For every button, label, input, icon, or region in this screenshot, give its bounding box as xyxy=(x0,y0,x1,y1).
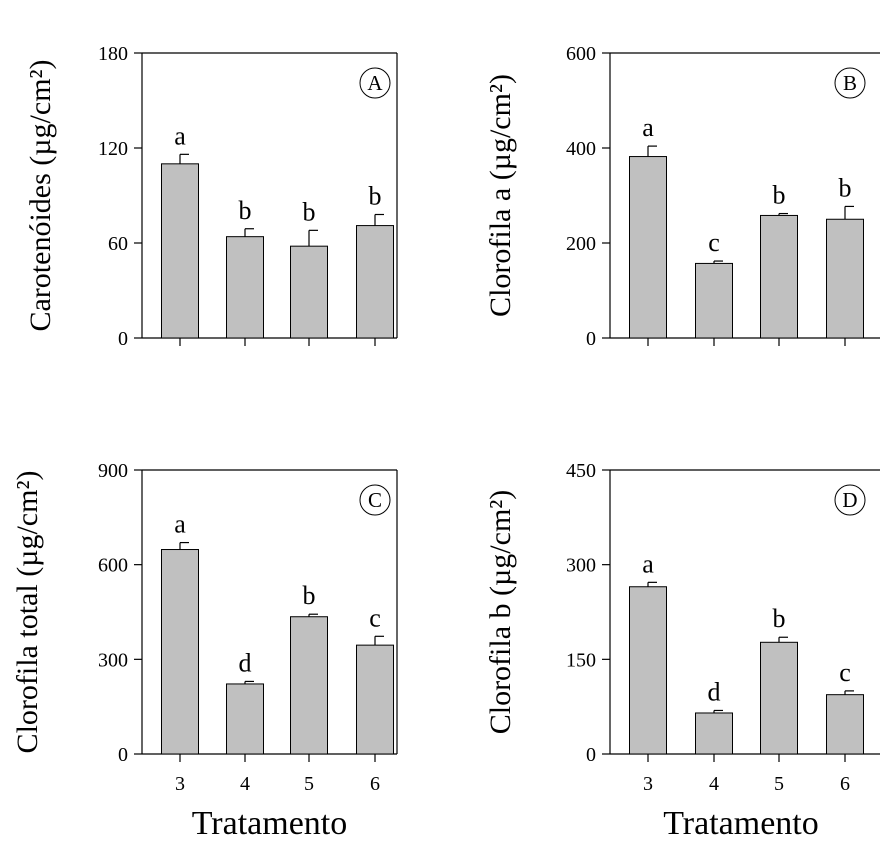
significance-label: d xyxy=(708,677,721,706)
significance-label: c xyxy=(369,603,381,632)
bar xyxy=(356,225,394,339)
panel-A: 0 60 120 180 a b b b A Carotenóides (µg/cm²) xyxy=(24,43,398,350)
bar xyxy=(290,245,328,339)
panel-label-circle xyxy=(834,484,866,516)
bar xyxy=(826,694,864,755)
significance-label: b xyxy=(773,604,786,633)
y-tick-label: 0 xyxy=(586,744,596,766)
y-axis-label: Clorofila total (µg/cm²) xyxy=(11,471,44,754)
significance-label: c xyxy=(708,228,720,257)
bar xyxy=(695,262,733,339)
panel-label-circle xyxy=(834,67,866,99)
panel-label: D xyxy=(842,488,857,512)
bar xyxy=(695,712,733,755)
bar xyxy=(226,683,264,755)
x-tick-label: 4 xyxy=(709,773,719,795)
bar xyxy=(760,214,798,339)
panel-label-circle xyxy=(359,67,391,99)
panel-D: 0 150 300 450 3 a 4 d 5 b 6 c D Clorofila b (µg/cm²) T… xyxy=(484,460,880,842)
x-tick-label: 3 xyxy=(175,773,185,795)
significance-label: b xyxy=(839,173,852,202)
bar xyxy=(226,236,264,339)
x-tick-label: 5 xyxy=(774,773,784,795)
panel-label: A xyxy=(367,71,383,95)
bar xyxy=(760,641,798,755)
x-tick-label: 3 xyxy=(643,773,653,795)
significance-label: d xyxy=(239,648,252,677)
bar xyxy=(629,156,667,339)
significance-label: a xyxy=(174,510,186,539)
bar xyxy=(826,218,864,339)
y-tick-label: 60 xyxy=(108,233,128,255)
y-tick-label: 900 xyxy=(98,460,128,482)
panel-B: 0 200 400 600 a c b b B Clorofila a (µg/cm²) xyxy=(484,43,880,350)
bar xyxy=(161,163,199,339)
panel-label: C xyxy=(368,488,382,512)
y-tick-label: 180 xyxy=(98,43,128,65)
y-tick-label: 300 xyxy=(566,555,596,577)
panel-label: B xyxy=(843,71,857,95)
x-tick-label: 6 xyxy=(840,773,850,795)
panel-C: 0 300 600 900 3 a 4 d 5 b 6 c C Clorofila total (µg/c… xyxy=(11,460,398,842)
x-axis-label: Tratamento xyxy=(663,805,819,842)
y-tick-label: 450 xyxy=(566,460,596,482)
y-tick-label: 0 xyxy=(118,328,128,350)
y-tick-label: 200 xyxy=(566,233,596,255)
bar xyxy=(290,616,328,755)
significance-label: b xyxy=(773,181,786,210)
y-tick-label: 0 xyxy=(586,328,596,350)
y-tick-label: 600 xyxy=(98,555,128,577)
y-tick-label: 150 xyxy=(566,649,596,671)
significance-label: a xyxy=(642,549,654,578)
x-tick-label: 6 xyxy=(370,773,380,795)
significance-label: a xyxy=(174,121,186,150)
y-axis-label: Carotenóides (µg/cm²) xyxy=(24,59,57,331)
x-tick-label: 5 xyxy=(304,773,314,795)
y-tick-label: 400 xyxy=(566,138,596,160)
significance-label: c xyxy=(839,658,851,687)
significance-label: b xyxy=(303,197,316,226)
significance-label: b xyxy=(303,581,316,610)
bar xyxy=(356,644,394,755)
x-tick-label: 4 xyxy=(240,773,250,795)
panel-label-circle xyxy=(359,484,391,516)
significance-label: a xyxy=(642,113,654,142)
y-tick-label: 600 xyxy=(566,43,596,65)
y-tick-label: 300 xyxy=(98,649,128,671)
x-axis-label: Tratamento xyxy=(192,805,348,842)
bar xyxy=(629,586,667,755)
significance-label: b xyxy=(239,196,252,225)
y-tick-label: 0 xyxy=(118,744,128,766)
bar xyxy=(161,549,199,755)
significance-label: b xyxy=(369,182,382,211)
y-tick-label: 120 xyxy=(98,138,128,160)
y-axis-label: Clorofila a (µg/cm²) xyxy=(484,74,517,317)
y-axis-label: Clorofila b (µg/cm²) xyxy=(484,490,517,735)
